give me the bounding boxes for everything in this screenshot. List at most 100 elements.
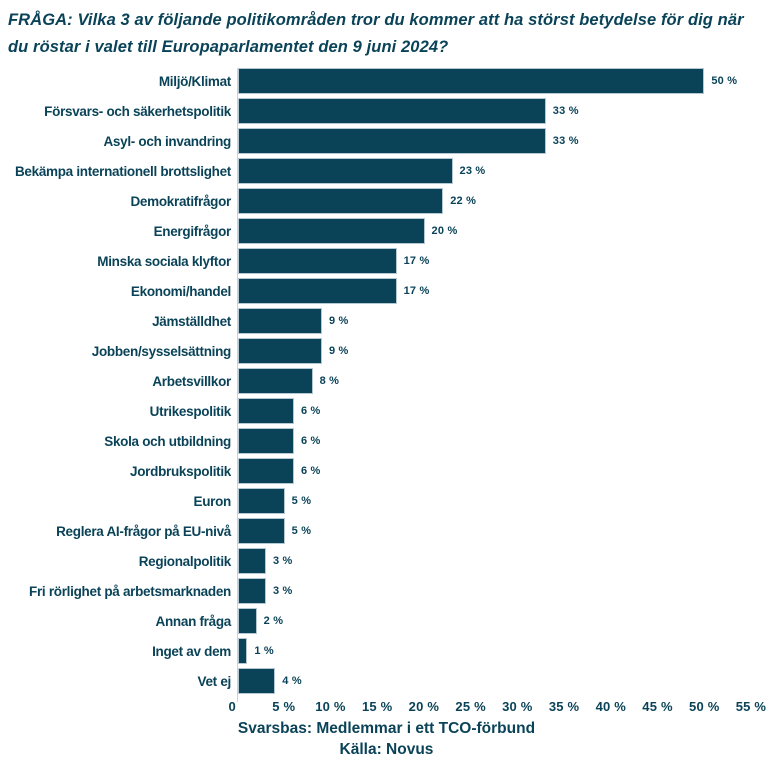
category-label: Fri rörlighet på arbetsmarknaden — [29, 583, 231, 599]
category-label: Annan fråga — [155, 613, 232, 629]
category-label: Miljö/Klimat — [158, 73, 231, 89]
bar — [238, 188, 444, 215]
x-tick-label: 50 % — [689, 699, 720, 715]
category-label: Minska sociala klyftor — [97, 253, 231, 269]
bar-row: Bekämpa internationell brottslighet 23 % — [0, 156, 773, 186]
bar-track: 3 % — [238, 546, 773, 576]
value-label: 5 % — [291, 495, 312, 508]
x-axis: 0 5 % 10 % 15 % 20 % 25 % 30 % 35 % 40 % 45 % 50 %… — [228, 698, 766, 716]
x-tick-label: 40 % — [595, 699, 627, 715]
bar-track: 3 % — [238, 576, 773, 606]
bar-row: Annan fråga 2 % — [0, 606, 773, 636]
x-tick-label: 5 % — [272, 699, 296, 715]
bar — [238, 458, 294, 485]
value-label: 20 % — [431, 225, 458, 238]
bar — [238, 548, 266, 575]
bar-row: Demokratifrågor 22 % — [0, 186, 773, 216]
bar-row: Reglera AI-frågor på EU-nivå 5 % — [0, 516, 773, 546]
bar-row: Jämställdhet 9 % — [0, 306, 773, 336]
x-tick-label: 0 — [228, 699, 236, 715]
bar-track: 1 % — [238, 636, 773, 666]
footnote-kalla: Källa: Novus — [339, 740, 434, 758]
category-label: Utrikespolitik — [149, 403, 232, 419]
category-label: Euron — [193, 493, 232, 509]
bar — [238, 158, 453, 185]
bar-row: Jordbrukspolitik 6 % — [0, 456, 773, 486]
bar — [238, 248, 397, 275]
category-label: Bekämpa internationell brottslighet — [14, 163, 231, 179]
bar — [238, 398, 294, 425]
bar — [238, 488, 285, 515]
value-label: 6 % — [300, 435, 321, 448]
value-label: 23 % — [459, 165, 486, 178]
value-label: 3 % — [272, 585, 293, 598]
bar — [238, 518, 285, 545]
bar-row: Jobben/sysselsättning 9 % — [0, 336, 773, 366]
value-label: 17 % — [403, 285, 430, 298]
bar-row: Regionalpolitik 3 % — [0, 546, 773, 576]
bar-track: 9 % — [238, 336, 773, 366]
bar-track: 33 % — [238, 96, 773, 126]
bar — [238, 278, 397, 305]
bar-chart: Miljö/Klimat 50 % Försvars- och säkerhetsp… — [0, 66, 773, 703]
x-tick-label: 35 % — [548, 699, 580, 715]
category-label: Ekonomi/handel — [130, 283, 231, 299]
bar-row: Arbetsvillkor 8 % — [0, 366, 773, 396]
bar — [238, 608, 257, 635]
bar-track: 22 % — [238, 186, 773, 216]
value-label: 50 % — [711, 75, 738, 88]
bar-track: 9 % — [238, 306, 773, 336]
category-label: Asyl- och invandring — [103, 133, 231, 149]
bar-track: 23 % — [238, 156, 773, 186]
bar-track: 33 % — [238, 126, 773, 156]
bar-row: Skola och utbildning 6 % — [0, 426, 773, 456]
value-label: 33 % — [552, 135, 579, 148]
bar-row: Asyl- och invandring 33 % — [0, 126, 773, 156]
bar-track: 8 % — [238, 366, 773, 396]
value-label: 9 % — [328, 315, 349, 328]
category-label: Arbetsvillkor — [152, 373, 231, 389]
category-label: Jämställdhet — [152, 313, 231, 329]
x-tick-label: 30 % — [502, 699, 533, 715]
category-label: Jobben/sysselsättning — [91, 343, 232, 359]
bar-track: 17 % — [238, 246, 773, 276]
bar-track: 17 % — [238, 276, 773, 306]
bar — [238, 578, 266, 605]
value-label: 5 % — [291, 525, 312, 538]
bar — [238, 218, 425, 245]
bar-track: 6 % — [238, 426, 773, 456]
category-label: Försvars- och säkerhetspolitik — [44, 103, 231, 119]
value-label: 1 % — [254, 645, 274, 658]
chart-title: FRÅGA: Vilka 3 av följande politikområde… — [8, 11, 744, 57]
x-tick-label: 20 % — [408, 699, 440, 715]
bar-row: Ekonomi/handel 17 % — [0, 276, 773, 306]
x-tick-label: 25 % — [455, 699, 486, 715]
bar — [238, 338, 322, 365]
x-tick-label: 15 % — [361, 699, 393, 715]
bar — [238, 368, 313, 395]
bar-row: Fri rörlighet på arbetsmarknaden 3 % — [0, 576, 773, 606]
bar — [238, 308, 322, 335]
bar-track: 2 % — [238, 606, 773, 636]
bar — [238, 128, 546, 155]
bar-track: 6 % — [238, 396, 773, 426]
bar-row: Försvars- och säkerhetspolitik 33 % — [0, 96, 773, 126]
value-label: 17 % — [403, 255, 430, 268]
bar-track: 6 % — [238, 456, 773, 486]
value-label: 6 % — [300, 465, 321, 478]
value-label: 8 % — [319, 375, 340, 388]
category-label: Demokratifrågor — [130, 193, 231, 209]
bar-track: 50 % — [238, 66, 773, 96]
category-label: Energifrågor — [153, 223, 232, 239]
value-label: 2 % — [263, 615, 284, 628]
bar-row: Euron 5 % — [0, 486, 773, 516]
value-label: 9 % — [328, 345, 349, 358]
category-label: Reglera AI-frågor på EU-nivå — [56, 523, 231, 539]
bar-row: Vet ej 4 % — [0, 666, 773, 696]
footnote-svarsbas: Svarsbas: Medlemmar i ett TCO-förbund — [237, 720, 536, 738]
bar-track: 5 % — [238, 516, 773, 546]
bar — [238, 68, 705, 95]
bar — [238, 98, 546, 125]
bar-row: Minska sociala klyftor 17 % — [0, 246, 773, 276]
bar-row: Utrikespolitik 6 % — [0, 396, 773, 426]
